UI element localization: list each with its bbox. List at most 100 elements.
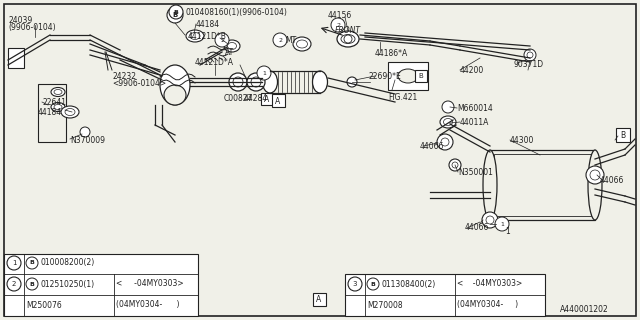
Circle shape [437,134,453,150]
Circle shape [344,35,352,43]
Text: 90371D: 90371D [513,60,543,68]
Ellipse shape [341,35,355,44]
Text: 1: 1 [505,228,509,236]
Ellipse shape [398,69,418,83]
Text: 010408160(1)(9906-0104): 010408160(1)(9906-0104) [185,7,287,17]
Text: 1: 1 [12,260,16,266]
Text: FIG.421: FIG.421 [388,92,417,101]
Circle shape [7,277,21,291]
Text: A: A [275,97,280,106]
Text: B: B [29,260,35,266]
Circle shape [80,127,90,137]
Text: 24232: 24232 [112,71,136,81]
Circle shape [482,212,498,228]
Text: M660014: M660014 [457,103,493,113]
Ellipse shape [296,40,307,48]
Ellipse shape [227,43,237,50]
Ellipse shape [312,71,328,93]
Circle shape [331,18,345,32]
Bar [313,293,326,306]
Text: A: A [264,94,269,103]
Text: <     -04MY0303>: < -04MY0303> [116,279,184,289]
Text: 2: 2 [220,37,224,43]
Circle shape [26,278,38,290]
Text: N350001: N350001 [458,167,493,177]
Text: 24039: 24039 [8,15,32,25]
Text: 22690*E: 22690*E [368,71,401,81]
Circle shape [524,49,536,61]
Bar [616,128,630,142]
Text: 44066: 44066 [465,223,490,233]
Text: B: B [173,10,179,14]
Text: 44184: 44184 [38,108,62,116]
Text: 22641: 22641 [42,98,66,107]
Circle shape [590,170,600,180]
Text: FRONT: FRONT [335,26,361,35]
Circle shape [527,52,533,58]
Text: A: A [316,295,322,305]
Text: <    -04MY0303>: < -04MY0303> [457,279,522,289]
Text: (9906-0104): (9906-0104) [8,22,56,31]
Text: 44121D*B: 44121D*B [188,31,227,41]
Ellipse shape [54,105,62,109]
Text: 44066: 44066 [420,141,444,150]
Bar [345,274,545,316]
Text: N370009: N370009 [70,135,105,145]
Circle shape [586,166,604,184]
Text: 010008200(2): 010008200(2) [40,259,94,268]
Circle shape [348,277,362,291]
Text: 44011A: 44011A [460,117,490,126]
Ellipse shape [262,71,278,93]
Ellipse shape [224,40,240,52]
Text: 2: 2 [278,37,282,43]
Circle shape [247,73,265,91]
Circle shape [229,73,247,91]
Bar [261,93,273,105]
Text: (04MY0304-      ): (04MY0304- ) [116,300,179,309]
Text: B: B [419,73,424,79]
Circle shape [452,162,458,168]
Circle shape [441,138,449,146]
Ellipse shape [160,65,190,105]
Ellipse shape [51,102,65,111]
Circle shape [257,66,271,80]
Circle shape [169,5,183,19]
Ellipse shape [440,116,456,128]
Circle shape [26,257,38,269]
Ellipse shape [293,37,311,51]
Circle shape [442,101,454,113]
Text: 44184: 44184 [196,20,220,28]
Bar [272,94,285,107]
Text: 1: 1 [262,70,266,76]
Ellipse shape [190,33,200,39]
Bar [415,70,427,82]
Ellipse shape [164,85,186,105]
Text: <9906-0104>: <9906-0104> [112,78,166,87]
Circle shape [486,216,494,224]
Circle shape [273,33,287,47]
Ellipse shape [483,150,497,220]
Circle shape [367,278,379,290]
Text: (04MY0304-     ): (04MY0304- ) [457,300,518,309]
Ellipse shape [51,87,65,97]
Circle shape [449,159,461,171]
Text: 1: 1 [500,221,504,227]
Bar [38,84,66,142]
Text: C00827: C00827 [223,93,253,102]
Text: 44200: 44200 [460,66,484,75]
Ellipse shape [186,30,204,42]
Text: MT: MT [285,36,296,44]
Text: 3: 3 [353,281,357,287]
Circle shape [495,217,509,231]
Ellipse shape [444,118,452,125]
Bar [388,62,428,90]
Text: B: B [29,282,35,286]
Text: M270008: M270008 [367,300,403,309]
Ellipse shape [54,90,62,94]
Text: AT: AT [225,47,234,57]
Circle shape [347,77,357,87]
Text: 2: 2 [12,281,16,287]
Bar [4,254,198,316]
Text: M250076: M250076 [26,300,61,309]
Text: 2: 2 [336,22,340,28]
